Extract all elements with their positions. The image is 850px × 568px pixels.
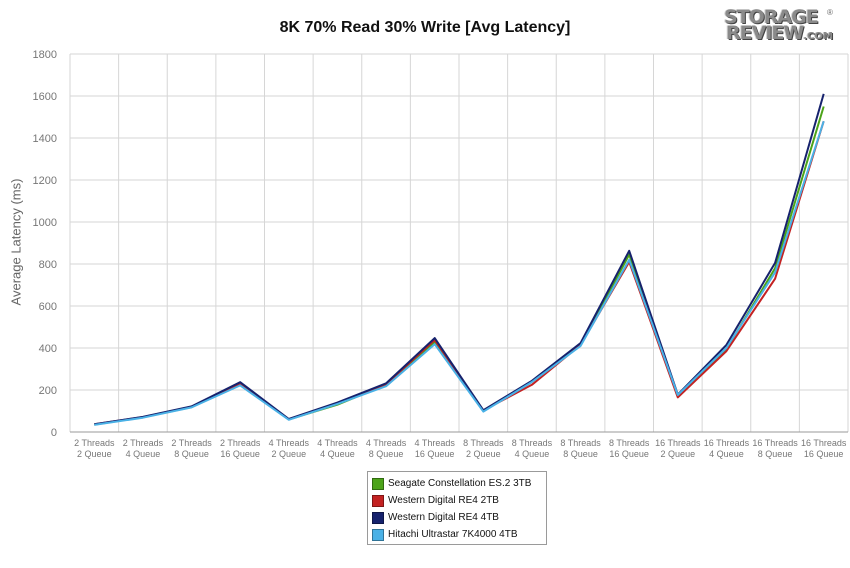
legend-label: Hitachi Ultrastar 7K4000 4TB: [388, 529, 518, 540]
legend-item: Western Digital RE4 4TB: [372, 509, 546, 526]
chart-title: 8K 70% Read 30% Write [Avg Latency]: [279, 19, 571, 36]
legend-swatch: [372, 528, 384, 541]
x-tick-label: 2 Threads 4 Queue: [123, 438, 164, 459]
series-lines: [94, 93, 825, 426]
y-tick-label: 1200: [33, 175, 57, 187]
grid-lines: [69, 53, 849, 433]
logo-line-2: REVIEW.COM: [726, 24, 833, 43]
y-tick-labels: 0 200 400 600 800 1000 1200 1400 1600 1800: [33, 49, 57, 439]
logo-review: REVIEW: [726, 22, 804, 44]
legend-label: Seagate Constellation ES.2 3TB: [388, 478, 532, 489]
legend-label: Western Digital RE4 4TB: [388, 512, 499, 523]
x-tick-label: 4 Threads 16 Queue: [415, 438, 456, 459]
y-tick-label: 1000: [33, 217, 57, 229]
x-tick-label: 16 Threads 8 Queue: [752, 438, 798, 459]
x-tick-label: 4 Threads 2 Queue: [269, 438, 310, 459]
x-tick-label: 4 Threads 4 Queue: [317, 438, 358, 459]
series-line-3: [94, 93, 825, 426]
y-tick-label: 1800: [33, 49, 57, 61]
x-tick-label: 4 Threads 8 Queue: [366, 438, 407, 459]
x-tick-labels: 2 Threads 2 Queue 2 Threads 4 Queue 2 Thread…: [74, 438, 847, 459]
y-tick-label: 1600: [33, 91, 57, 103]
y-tick-label: 200: [39, 385, 57, 397]
y-tick-label: 0: [51, 427, 57, 439]
legend-swatch: [372, 494, 384, 507]
x-tick-label: 16 Threads 16 Queue: [801, 438, 847, 459]
x-tick-label: 16 Threads 4 Queue: [704, 438, 750, 459]
x-tick-label: 16 Threads 2 Queue: [655, 438, 701, 459]
x-tick-label: 8 Threads 4 Queue: [512, 438, 553, 459]
legend-label: Western Digital RE4 2TB: [388, 495, 499, 506]
y-tick-label: 800: [39, 259, 57, 271]
storagereview-logo: STORAGE REVIEW.COM ®: [724, 8, 836, 44]
legend-item: Western Digital RE4 2TB: [372, 492, 546, 509]
series-line-4: [94, 120, 825, 426]
line-chart: 0 200 400 600 800 1000 1200 1400 1600 1800 2 Thre…: [33, 49, 849, 459]
legend-item: Hitachi Ultrastar 7K4000 4TB: [372, 526, 546, 543]
logo-registered-mark: ®: [827, 8, 833, 17]
legend-item: Seagate Constellation ES.2 3TB: [372, 475, 546, 492]
y-tick-label: 1400: [33, 133, 57, 145]
x-tick-label: 8 Threads 16 Queue: [609, 438, 650, 459]
logo-dotcom: .COM: [803, 31, 833, 42]
x-tick-label: 2 Threads 8 Queue: [171, 438, 212, 459]
legend-swatch: [372, 477, 384, 490]
y-tick-label: 600: [39, 301, 57, 313]
y-tick-label: 400: [39, 343, 57, 355]
x-tick-label: 8 Threads 8 Queue: [560, 438, 601, 459]
x-tick-label: 2 Threads 2 Queue: [74, 438, 115, 459]
logo-line-1: STORAGE: [724, 6, 819, 28]
legend-swatch: [372, 511, 384, 524]
legend: Seagate Constellation ES.2 3TB Western Di…: [367, 471, 547, 545]
x-tick-label: 2 Threads 16 Queue: [220, 438, 261, 459]
x-tick-label: 8 Threads 2 Queue: [463, 438, 504, 459]
